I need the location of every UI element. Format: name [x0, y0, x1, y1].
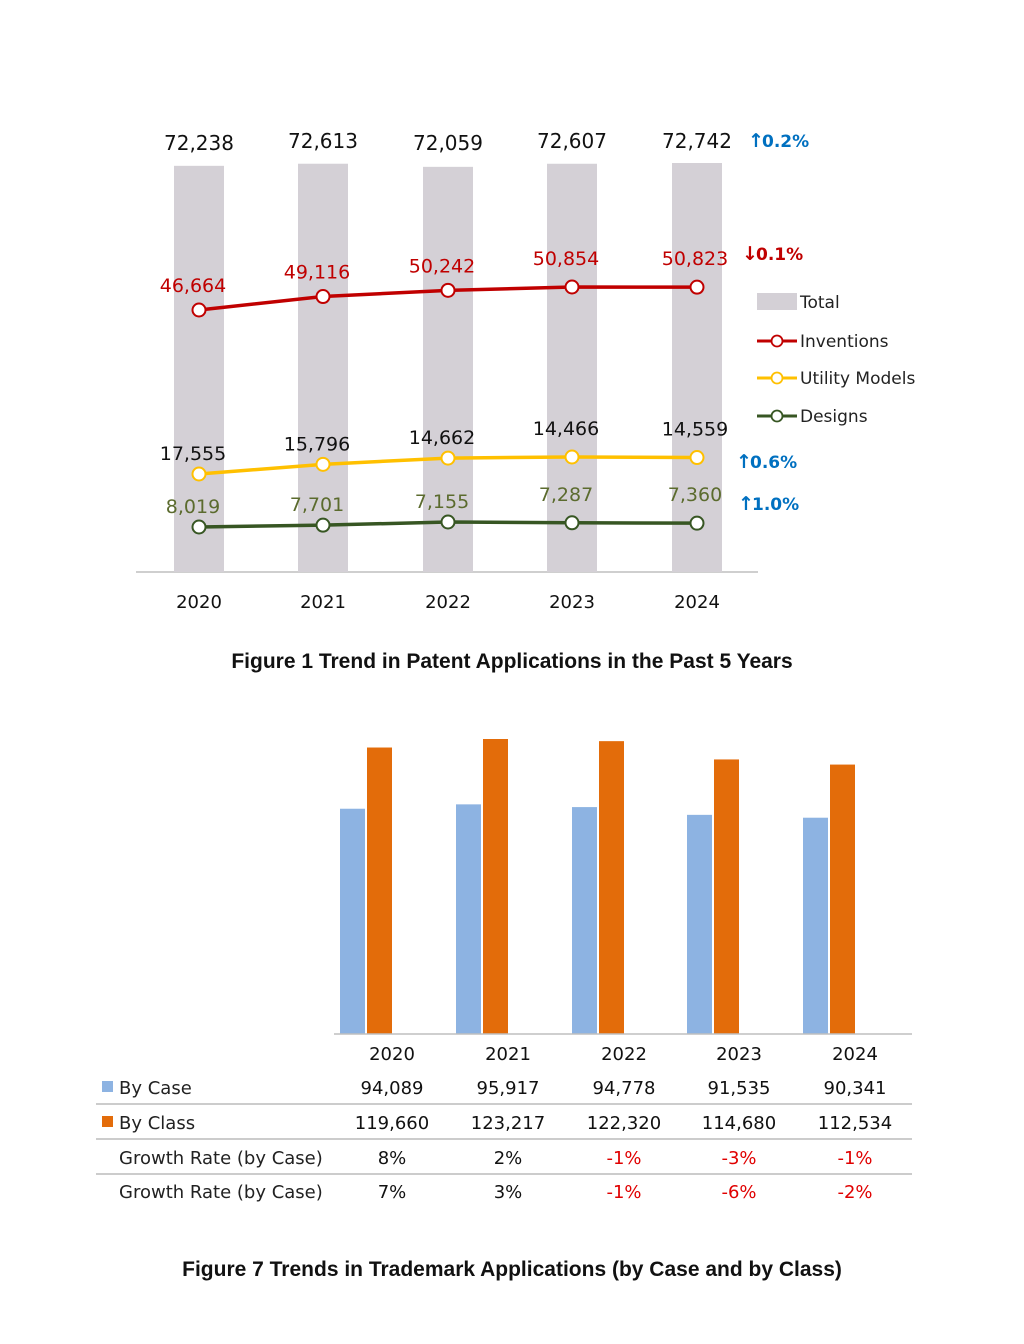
- inventions-label-2023: 50,854: [533, 248, 599, 270]
- designs-label-2024: 7,360: [668, 484, 722, 506]
- table-header-2024: 2024: [832, 1044, 878, 1065]
- utility-models-label-2022: 14,662: [409, 427, 475, 449]
- table-cell-by-case-2023: 91,535: [708, 1078, 771, 1099]
- growth-rate-cell-1-2020: 8%: [378, 1148, 407, 1169]
- inventions-point-2024: [691, 281, 704, 294]
- inventions-label-2022: 50,242: [409, 255, 475, 277]
- designs-point-2021: [317, 519, 330, 532]
- table-header-2021: 2021: [485, 1044, 531, 1065]
- by-class-bar-2022: [599, 741, 624, 1034]
- table-cell-by-case-2022: 94,778: [593, 1078, 656, 1099]
- by-class-bar-2020: [367, 748, 392, 1034]
- trademark-trend-chart: 2020 2021 2022 2023 2024 By Case 94,089 95,917 9…: [0, 700, 1024, 1220]
- total-label-2021: 72,613: [288, 129, 358, 153]
- growth-rate-cell-2-2023: -6%: [721, 1182, 756, 1203]
- by-case-bar-2023: [687, 815, 712, 1034]
- table-cell-by-class-2022: 122,320: [587, 1113, 661, 1134]
- table-cell-by-case-2021: 95,917: [477, 1078, 540, 1099]
- growth-rate-cell-1-2023: -3%: [721, 1148, 756, 1169]
- legend-marker-utility-models: [772, 373, 783, 384]
- total-label-2023: 72,607: [537, 129, 607, 153]
- utility-models-point-2023: [566, 451, 579, 464]
- total-label-2022: 72,059: [413, 131, 483, 155]
- by-case-bar-2020: [340, 809, 365, 1034]
- figure-7-caption: Figure 7 Trends in Trademark Application…: [0, 1258, 1024, 1282]
- designs-label-2023: 7,287: [539, 484, 593, 506]
- table-cell-by-class-2023: 114,680: [702, 1113, 776, 1134]
- total-bar-2024: [672, 163, 722, 572]
- table-row-label-by-class: By Class: [119, 1113, 195, 1134]
- change-value-designs: 1.0%: [752, 495, 799, 515]
- legend-marker-inventions: [772, 336, 783, 347]
- designs-point-2023: [566, 516, 579, 529]
- growth-rate-cell-2-2024: -2%: [837, 1182, 872, 1203]
- growth-rate-cell-2-2021: 3%: [494, 1182, 523, 1203]
- patent-trend-chart: 72,238 72,613 72,059 72,607 72,742 46,664 49,1…: [0, 0, 1024, 640]
- utility-models-label-2023: 14,466: [533, 418, 599, 440]
- growth-rate-label-1: Growth Rate (by Case): [119, 1148, 323, 1169]
- total-bar-2023: [547, 164, 597, 572]
- table-header-2023: 2023: [716, 1044, 762, 1065]
- legend-swatch-by-class: [102, 1116, 113, 1127]
- table-cell-by-class-2024: 112,534: [818, 1113, 892, 1134]
- x-tick-2023: 2023: [549, 592, 595, 613]
- designs-label-2020: 8,019: [166, 496, 220, 518]
- utility-models-point-2020: [193, 468, 206, 481]
- figure-1-caption: Figure 1 Trend in Patent Applications in…: [0, 650, 1024, 674]
- change-value-utility-models: 0.6%: [750, 453, 797, 473]
- designs-point-2020: [193, 521, 206, 534]
- inventions-point-2023: [566, 281, 579, 294]
- inventions-label-2020: 46,664: [160, 275, 226, 297]
- designs-label-2022: 7,155: [415, 491, 469, 513]
- table-cell-by-case-2020: 94,089: [361, 1078, 424, 1099]
- legend-label-designs: Designs: [800, 407, 868, 427]
- utility-models-point-2021: [317, 458, 330, 471]
- growth-rate-cell-1-2021: 2%: [494, 1148, 523, 1169]
- table-row-label-by-case: By Case: [119, 1078, 192, 1099]
- growth-rate-cell-2-2022: -1%: [606, 1182, 641, 1203]
- by-class-bar-2021: [483, 739, 508, 1034]
- x-tick-2021: 2021: [300, 592, 346, 613]
- designs-label-2021: 7,701: [290, 494, 344, 516]
- legend-label-total: Total: [799, 293, 840, 313]
- inventions-point-2020: [193, 304, 206, 317]
- table-cell-by-class-2020: 119,660: [355, 1113, 429, 1134]
- utility-models-point-2022: [442, 452, 455, 465]
- utility-models-point-2024: [691, 451, 704, 464]
- by-class-bar-2024: [830, 765, 855, 1034]
- inventions-point-2022: [442, 284, 455, 297]
- growth-rate-cell-2-2020: 7%: [378, 1182, 407, 1203]
- total-label-2024: 72,742: [662, 129, 732, 153]
- x-tick-2020: 2020: [176, 592, 222, 613]
- by-case-bar-2021: [456, 804, 481, 1034]
- inventions-point-2021: [317, 290, 330, 303]
- table-header-2020: 2020: [369, 1044, 415, 1065]
- legend-marker-designs: [772, 411, 783, 422]
- legend-label-utility-models: Utility Models: [800, 369, 915, 389]
- by-case-bar-2024: [803, 818, 828, 1034]
- utility-models-label-2024: 14,559: [662, 419, 728, 441]
- by-class-bar-2023: [714, 759, 739, 1034]
- table-header-2022: 2022: [601, 1044, 647, 1065]
- change-value-total: 0.2%: [762, 132, 809, 152]
- designs-point-2022: [442, 516, 455, 529]
- x-tick-2022: 2022: [425, 592, 471, 613]
- inventions-label-2024: 50,823: [662, 248, 728, 270]
- legend-swatch-total: [757, 293, 797, 310]
- designs-point-2024: [691, 517, 704, 530]
- growth-rate-cell-1-2022: -1%: [606, 1148, 641, 1169]
- legend-swatch-by-case: [102, 1081, 113, 1092]
- by-case-bar-2022: [572, 807, 597, 1034]
- legend-label-inventions: Inventions: [800, 332, 889, 352]
- table-cell-by-class-2021: 123,217: [471, 1113, 545, 1134]
- x-tick-2024: 2024: [674, 592, 720, 613]
- growth-rate-label-2: Growth Rate (by Case): [119, 1182, 323, 1203]
- table-cell-by-case-2024: 90,341: [824, 1078, 887, 1099]
- growth-rate-cell-1-2024: -1%: [837, 1148, 872, 1169]
- utility-models-label-2021: 15,796: [284, 433, 350, 455]
- utility-models-label-2020: 17,555: [160, 443, 226, 465]
- change-value-inventions: 0.1%: [756, 245, 803, 265]
- total-label-2020: 72,238: [164, 131, 234, 155]
- inventions-label-2021: 49,116: [284, 262, 350, 284]
